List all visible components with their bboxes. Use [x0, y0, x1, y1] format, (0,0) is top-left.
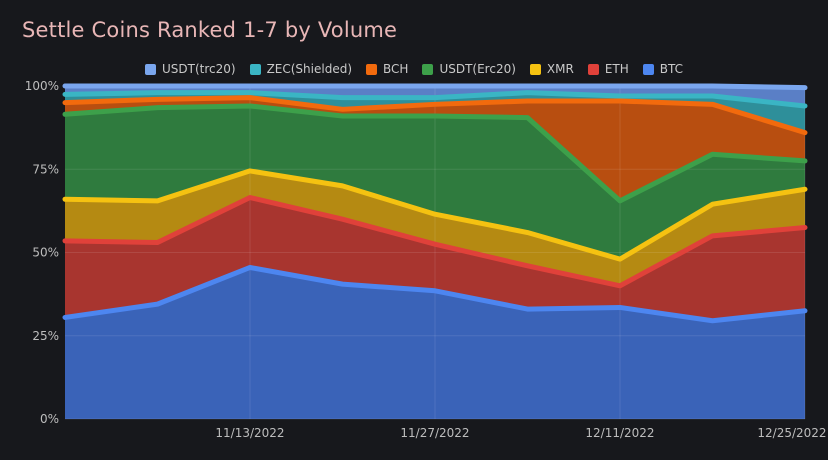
legend-swatch: [529, 63, 541, 75]
legend-label: ETH: [604, 62, 629, 76]
legend-label: BCH: [383, 62, 409, 76]
legend-item-eth[interactable]: ETH: [587, 62, 629, 76]
legend-swatch: [249, 63, 261, 75]
x-tick-label: 12/11/2022: [585, 426, 654, 440]
legend-swatch: [587, 63, 599, 75]
y-tick-label: 25%: [32, 329, 59, 343]
y-tick-label: 100%: [25, 79, 59, 93]
chart-legend: USDT(trc20) ZEC(Shielded) BCH USDT(Erc20) XM…: [0, 58, 828, 80]
area-zec-shielded: [65, 92, 805, 133]
line-usdt-erc20: [62, 103, 808, 204]
y-tick-label: 75%: [32, 162, 59, 176]
legend-item-bch[interactable]: BCH: [366, 62, 408, 76]
area-eth: [65, 197, 805, 321]
legend-label: XMR: [546, 62, 574, 76]
legend-item-xmr[interactable]: XMR: [529, 62, 574, 76]
area-btc: [65, 267, 805, 419]
legend-item-usdt-erc20[interactable]: USDT(Erc20): [422, 62, 516, 76]
legend-swatch: [642, 63, 654, 75]
line-xmr: [62, 168, 808, 262]
x-tick-label: 11/13/2022: [215, 426, 284, 440]
legend-label: BTC: [659, 62, 683, 76]
chart-title: Settle Coins Ranked 1-7 by Volume: [22, 18, 398, 42]
line-btc: [62, 264, 808, 324]
x-tick-label: 11/27/2022: [400, 426, 469, 440]
area-bch: [65, 97, 805, 201]
legend-item-usdt-trc20[interactable]: USDT(trc20): [144, 62, 236, 76]
legend-label: USDT(trc20): [161, 62, 236, 76]
y-tick-label: 50%: [32, 246, 59, 260]
legend-label: ZEC(Shielded): [266, 62, 352, 76]
legend-label: USDT(Erc20): [439, 62, 516, 76]
legend-item-zec-shielded[interactable]: ZEC(Shielded): [249, 62, 352, 76]
line-zec-shielded: [62, 90, 808, 109]
legend-swatch: [144, 63, 156, 75]
line-usdt-trc20: [62, 83, 808, 91]
line-bch: [62, 95, 808, 136]
legend-swatch: [366, 63, 377, 75]
legend-item-btc[interactable]: BTC: [642, 62, 683, 76]
legend-swatch: [422, 63, 434, 75]
x-tick-label: 12/25/2022: [757, 426, 826, 440]
y-tick-label: 0%: [40, 412, 59, 426]
area-usdt-erc20: [65, 105, 805, 260]
area-xmr: [65, 170, 805, 286]
line-eth: [62, 195, 808, 289]
